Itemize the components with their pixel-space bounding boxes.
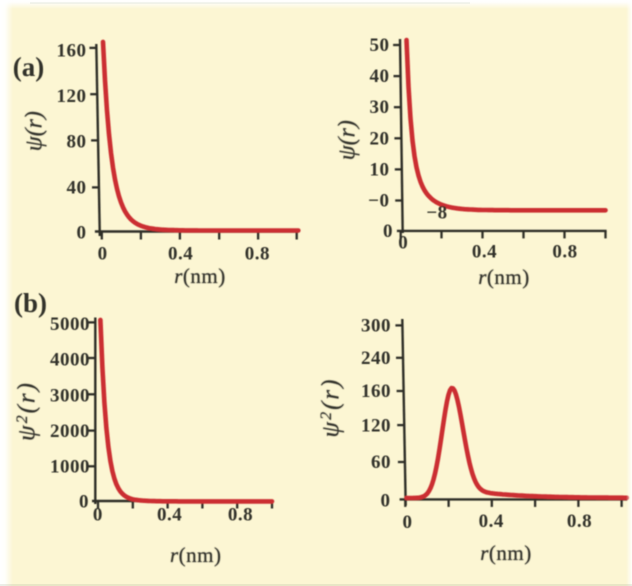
svg-text:(b): (b) bbox=[14, 288, 47, 318]
svg-text:2000: 2000 bbox=[50, 421, 90, 442]
svg-text:80: 80 bbox=[67, 132, 87, 153]
svg-text:0: 0 bbox=[381, 491, 391, 512]
svg-text:r(nm): r(nm) bbox=[478, 265, 530, 289]
svg-text:40: 40 bbox=[370, 66, 390, 87]
svg-text:−0: −0 bbox=[368, 191, 389, 212]
svg-text:5000: 5000 bbox=[50, 314, 90, 335]
svg-text:0: 0 bbox=[79, 492, 89, 513]
svg-text:240: 240 bbox=[361, 348, 391, 369]
svg-text:120: 120 bbox=[361, 415, 391, 436]
svg-text:0.4: 0.4 bbox=[168, 244, 193, 265]
svg-text:r(nm): r(nm) bbox=[174, 264, 226, 288]
svg-text:0.4: 0.4 bbox=[157, 505, 182, 526]
svg-text:120: 120 bbox=[57, 86, 87, 107]
svg-text:60: 60 bbox=[371, 452, 391, 473]
svg-text:0.8: 0.8 bbox=[228, 505, 253, 526]
svg-text:20: 20 bbox=[370, 128, 390, 149]
svg-text:ψ(r): ψ(r) bbox=[335, 120, 361, 160]
svg-text:ψ2(r): ψ2(r) bbox=[318, 378, 345, 438]
svg-text:r(nm): r(nm) bbox=[170, 543, 222, 567]
svg-text:ψ2(r): ψ2(r) bbox=[14, 381, 41, 441]
svg-text:300: 300 bbox=[361, 315, 391, 336]
svg-text:0.4: 0.4 bbox=[472, 242, 497, 263]
svg-text:r(nm): r(nm) bbox=[480, 541, 532, 565]
svg-text:0.8: 0.8 bbox=[245, 244, 270, 265]
svg-text:40: 40 bbox=[67, 177, 87, 198]
svg-text:ψ(r): ψ(r) bbox=[22, 111, 48, 151]
svg-text:0.4: 0.4 bbox=[479, 511, 504, 532]
svg-text:4000: 4000 bbox=[50, 350, 90, 371]
svg-text:160: 160 bbox=[361, 381, 391, 402]
svg-text:0: 0 bbox=[98, 244, 108, 265]
svg-text:3000: 3000 bbox=[50, 386, 90, 407]
svg-text:160: 160 bbox=[57, 41, 87, 62]
svg-text:30: 30 bbox=[370, 97, 390, 118]
svg-text:0: 0 bbox=[77, 223, 87, 244]
svg-text:0.8: 0.8 bbox=[552, 242, 577, 263]
svg-text:0: 0 bbox=[93, 505, 103, 526]
svg-text:0: 0 bbox=[398, 233, 408, 254]
svg-text:50: 50 bbox=[370, 35, 390, 56]
svg-text:0: 0 bbox=[383, 221, 393, 242]
svg-text:−8: −8 bbox=[426, 203, 447, 224]
svg-text:0: 0 bbox=[403, 512, 413, 533]
svg-text:(a): (a) bbox=[13, 52, 44, 82]
svg-text:1000: 1000 bbox=[50, 456, 90, 477]
svg-text:10: 10 bbox=[370, 159, 390, 180]
svg-text:0.8: 0.8 bbox=[567, 511, 592, 532]
